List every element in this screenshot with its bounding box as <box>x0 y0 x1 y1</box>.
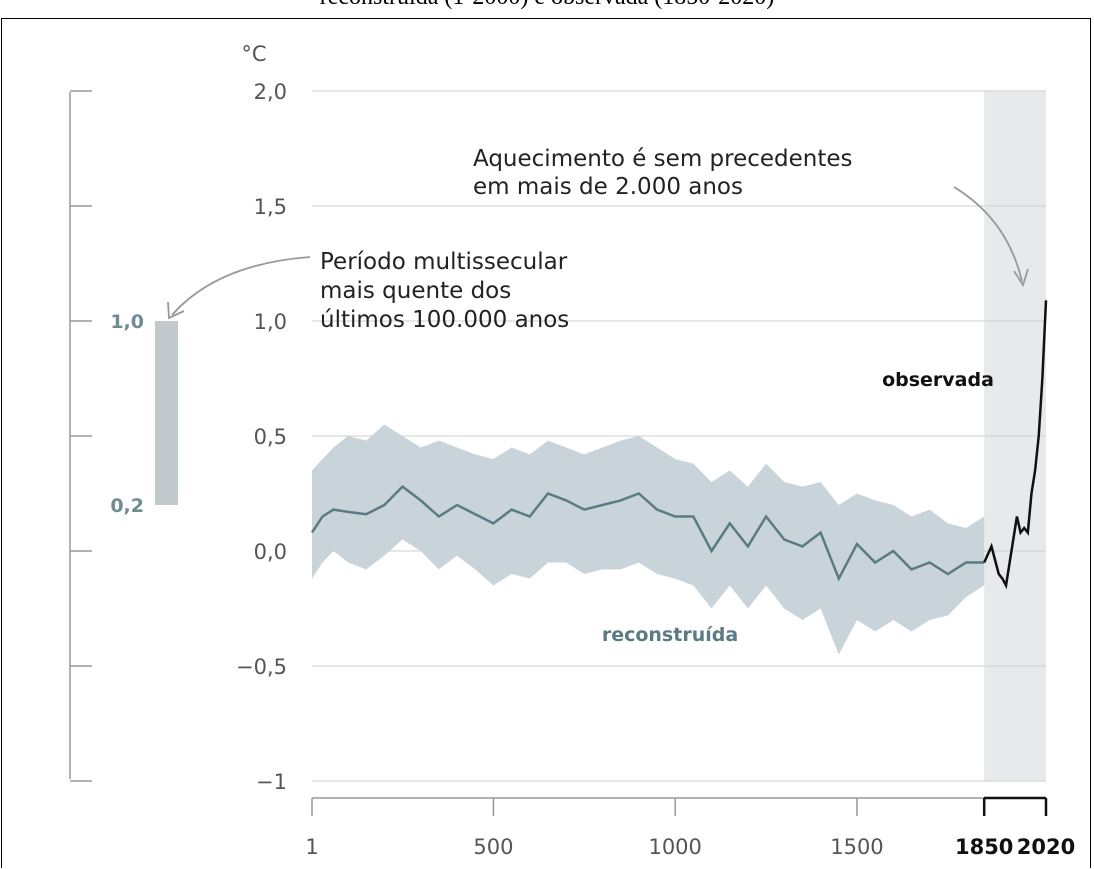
y-axis-unit: °C <box>241 42 266 66</box>
y-tick-label: −1 <box>256 770 287 794</box>
y-tick-label: 1,5 <box>254 195 287 219</box>
x-tick-label: 1 <box>305 835 318 859</box>
x-tick-label: 1000 <box>648 835 701 859</box>
reconstructed-series-line <box>310 484 985 582</box>
annotation-warming-line-1: Aquecimento é sem precedentes <box>473 146 853 172</box>
x-tick-label: 500 <box>473 835 513 859</box>
inset-label-1-0: 1,0 <box>110 311 144 333</box>
annotation-warming-arrow <box>953 186 1023 282</box>
series-label-reconstruida: reconstruída <box>602 624 738 646</box>
observed-series-line <box>983 300 1048 590</box>
annotation-warming-arrowhead <box>1013 268 1029 288</box>
chart-frame: 1,0 0,2 2,0 1,5 1,0 0,5 0,0 −0,5 −1 °C 1 500 100… <box>1 18 1091 868</box>
y-tick-label: −0,5 <box>236 655 287 679</box>
x-tick-label: 1850 <box>955 835 1013 859</box>
annotation-multicentury-arrowhead <box>167 301 185 320</box>
inset-range-bar <box>155 321 178 505</box>
chart: 1,0 0,2 2,01,51,00,50,0−0,5−1 °C 1 500 100… <box>69 42 1075 859</box>
y-tick-label: 0,0 <box>254 540 287 564</box>
x-tick-label: 2020 <box>1017 835 1075 859</box>
reconstructed-uncertainty-band <box>312 424 985 655</box>
annotation-multicentury-line-1: Período multissecular <box>320 249 568 275</box>
annotation-multicentury-line-3: últimos 100.000 anos <box>320 307 569 333</box>
series-label-observada: observada <box>882 369 994 391</box>
page-title: reconstruída (1-2000) e observada (1850-… <box>0 0 1094 12</box>
y-tick-label: 1,0 <box>254 310 287 334</box>
annotation-multicentury-arrow <box>171 256 311 316</box>
annotation-multicentury-line-2: mais quente dos <box>320 278 511 304</box>
y-tick-label: 0,5 <box>254 425 287 449</box>
y-tick-label: 2,0 <box>254 80 287 104</box>
x-tick-label: 1500 <box>830 835 883 859</box>
inset-label-0-2: 0,2 <box>110 495 144 517</box>
annotation-warming-line-2: em mais de 2.000 anos <box>473 174 743 200</box>
